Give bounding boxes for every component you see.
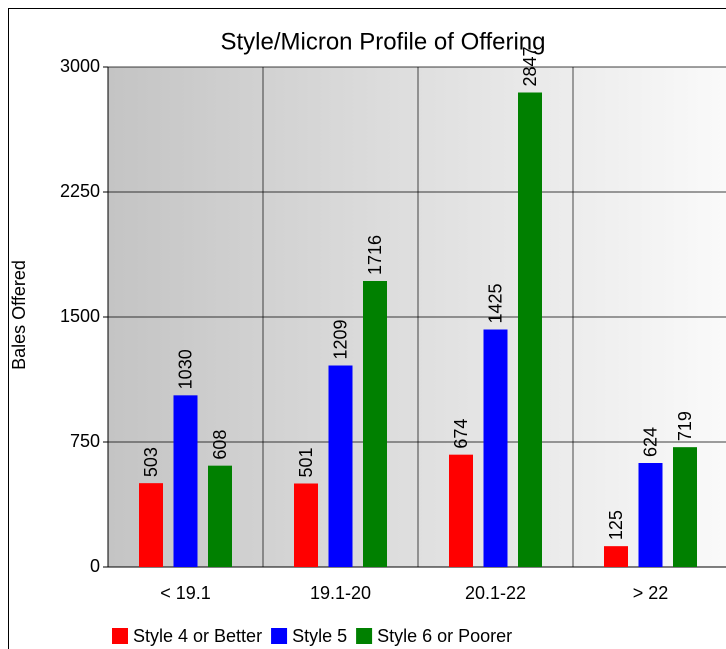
y-tick-label: 3000 xyxy=(60,56,100,76)
legend-swatch xyxy=(112,628,128,644)
legend-label: Style 4 or Better xyxy=(133,626,262,646)
bar xyxy=(139,483,163,567)
x-tick-label: < 19.1 xyxy=(160,583,211,603)
x-tick-label: 19.1-20 xyxy=(310,583,371,603)
data-label: 1716 xyxy=(365,235,385,275)
y-tick-label: 1500 xyxy=(60,306,100,326)
bar xyxy=(673,447,697,567)
data-label: 1209 xyxy=(330,319,350,359)
bar xyxy=(173,395,198,567)
bar xyxy=(638,463,663,567)
y-tick-label: 750 xyxy=(70,431,100,451)
x-tick-label: 20.1-22 xyxy=(465,583,526,603)
data-label: 1425 xyxy=(485,283,505,323)
legend-label: Style 5 xyxy=(292,626,347,646)
y-tick-label: 2250 xyxy=(60,181,100,201)
y-axis-label: Bales Offered xyxy=(9,260,29,370)
bar xyxy=(208,465,232,567)
x-tick-label: > 22 xyxy=(633,583,669,603)
data-label: 1030 xyxy=(175,349,195,389)
legend-swatch xyxy=(356,628,373,644)
data-label: 503 xyxy=(141,447,161,477)
bar xyxy=(328,365,353,567)
bar xyxy=(483,329,508,567)
legend-swatch xyxy=(271,628,288,644)
chart-title: Style/Micron Profile of Offering xyxy=(220,28,545,55)
bar xyxy=(518,92,542,567)
data-label: 719 xyxy=(675,411,695,441)
y-tick-label: 0 xyxy=(90,556,100,576)
data-label: 674 xyxy=(451,419,471,449)
data-label: 2847 xyxy=(520,46,540,86)
data-label: 608 xyxy=(210,430,230,460)
data-label: 125 xyxy=(606,510,626,540)
legend-label: Style 6 or Poorer xyxy=(377,626,512,646)
data-label: 501 xyxy=(296,447,316,477)
bar xyxy=(363,281,387,567)
bar xyxy=(449,454,473,567)
bar xyxy=(604,546,628,567)
bar xyxy=(294,483,318,567)
data-label: 624 xyxy=(640,427,660,457)
